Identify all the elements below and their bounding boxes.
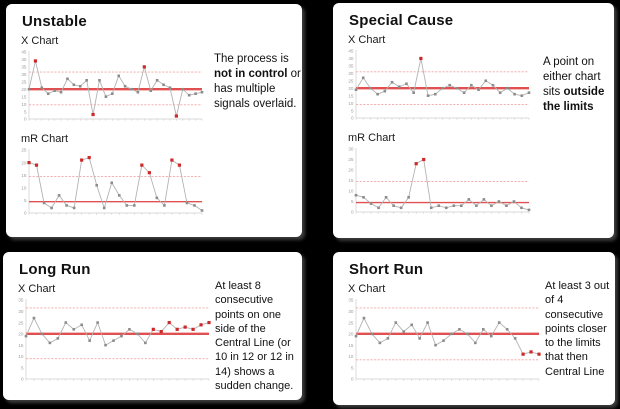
svg-text:5: 5	[21, 365, 24, 370]
special-cause-mr-chart: 0 5 10 15 20 25 30	[341, 145, 533, 221]
svg-text:10: 10	[348, 189, 354, 194]
panel-unstable: Unstable X Chart 0 5 10 15 20 25 30 35 40 45 mR C…	[6, 4, 302, 237]
long-run-x-chart: 0 5 10 15 20 25 30 35	[11, 296, 213, 388]
svg-text:35: 35	[21, 65, 27, 70]
svg-text:25: 25	[348, 157, 354, 162]
svg-text:5: 5	[351, 199, 354, 204]
svg-text:35: 35	[18, 298, 24, 303]
svg-text:35: 35	[348, 298, 354, 303]
panel-description-short-run: At least 3 out of 4 consecutive points c…	[545, 280, 610, 378]
unstable-mr-chart: 0 5 10 15 20 25	[14, 146, 206, 222]
svg-text:0: 0	[24, 211, 27, 216]
svg-text:30: 30	[348, 71, 354, 76]
svg-text:25: 25	[18, 320, 24, 325]
panel-special-cause: Special Cause X Chart 0 5 10 15 20 25 30 35 40 45…	[333, 3, 614, 238]
chart-label-mr: mR Chart	[21, 133, 69, 145]
svg-text:0: 0	[351, 210, 354, 215]
svg-text:20: 20	[348, 168, 354, 173]
special-cause-x-chart: 0 5 10 15 20 25 30 35 40 45	[341, 47, 533, 127]
svg-text:0: 0	[21, 377, 24, 382]
svg-text:20: 20	[18, 332, 24, 337]
svg-text:10: 10	[21, 102, 27, 107]
svg-text:25: 25	[348, 320, 354, 325]
chart-label-x: X Chart	[348, 34, 386, 46]
svg-text:0: 0	[351, 377, 354, 382]
svg-text:10: 10	[21, 186, 27, 191]
panel-short-run: Short Run X Chart 0 5 10 15 20 25 30 35 At leas…	[333, 252, 615, 405]
svg-text:30: 30	[18, 309, 24, 314]
svg-text:15: 15	[348, 343, 354, 348]
svg-text:5: 5	[24, 198, 27, 203]
svg-text:30: 30	[348, 147, 354, 152]
svg-text:15: 15	[18, 343, 24, 348]
chart-label-x: X Chart	[18, 283, 56, 295]
svg-text:5: 5	[351, 108, 354, 113]
svg-text:15: 15	[348, 178, 354, 183]
panel-title-short-run: Short Run	[349, 261, 424, 278]
svg-text:25: 25	[21, 79, 27, 84]
panel-description-special-cause: A point on either chart sits outside the…	[543, 56, 605, 113]
svg-text:0: 0	[24, 117, 27, 122]
svg-text:10: 10	[18, 354, 24, 359]
svg-text:5: 5	[24, 109, 27, 114]
svg-text:35: 35	[348, 64, 354, 69]
svg-text:45: 45	[348, 49, 354, 54]
svg-text:20: 20	[348, 332, 354, 337]
svg-text:25: 25	[348, 78, 354, 83]
chart-label-mr: mR Chart	[348, 132, 396, 144]
svg-text:40: 40	[348, 56, 354, 61]
svg-text:15: 15	[21, 173, 27, 178]
panel-title-special-cause: Special Cause	[349, 12, 454, 29]
panel-title-long-run: Long Run	[19, 261, 91, 278]
chart-label-x: X Chart	[348, 283, 386, 295]
short-run-x-chart: 0 5 10 15 20 25 30 35	[341, 296, 543, 388]
svg-text:30: 30	[348, 309, 354, 314]
svg-text:15: 15	[348, 93, 354, 98]
svg-text:10: 10	[348, 101, 354, 106]
panel-description-unstable: The process is not in control or has mul…	[214, 53, 301, 110]
svg-text:15: 15	[21, 94, 27, 99]
svg-text:10: 10	[348, 354, 354, 359]
svg-text:0: 0	[351, 116, 354, 121]
svg-text:25: 25	[21, 148, 27, 153]
svg-text:20: 20	[21, 160, 27, 165]
svg-text:30: 30	[21, 72, 27, 77]
svg-text:45: 45	[21, 50, 27, 55]
panel-title-unstable: Unstable	[22, 13, 87, 30]
chart-label-x: X Chart	[21, 35, 59, 47]
unstable-x-chart: 0 5 10 15 20 25 30 35 40 45	[14, 48, 206, 128]
panel-description-long-run: At least 8 consecutive points on one sid…	[215, 280, 294, 393]
svg-text:5: 5	[351, 365, 354, 370]
svg-text:40: 40	[21, 57, 27, 62]
panel-long-run: Long Run X Chart 0 5 10 15 20 25 30 35 At least…	[3, 252, 302, 400]
svg-text:20: 20	[21, 87, 27, 92]
svg-text:20: 20	[348, 86, 354, 91]
